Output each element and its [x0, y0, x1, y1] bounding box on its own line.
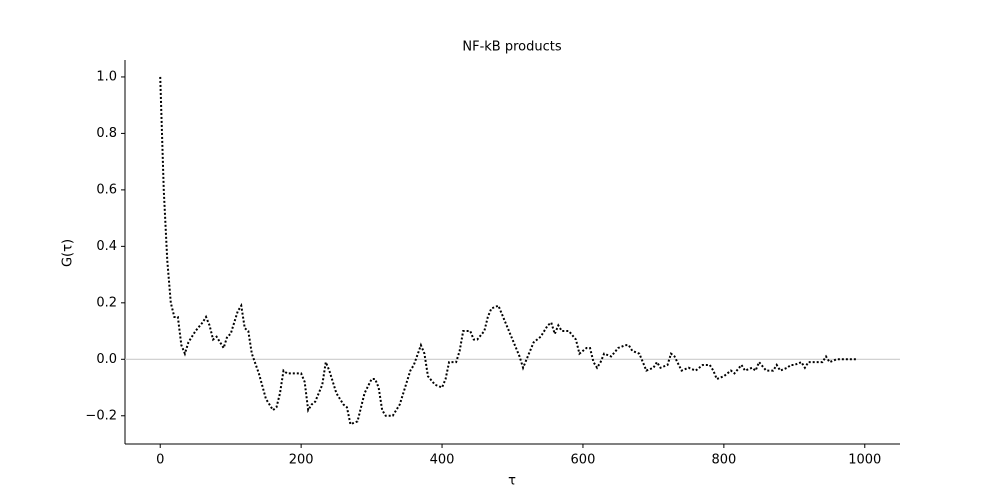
- chart-title: NF-kB products: [462, 40, 561, 55]
- y-tick-label: 0.6: [96, 182, 117, 197]
- y-tick-label: −0.2: [85, 408, 117, 423]
- y-tick-label: 0.2: [96, 295, 117, 310]
- x-tick-label: 400: [430, 453, 455, 468]
- data-line: [159, 76, 858, 426]
- x-tick-label: 800: [711, 453, 736, 468]
- x-tick-label: 0: [156, 453, 164, 468]
- y-tick-label: 0.8: [96, 126, 117, 141]
- x-axis-label: τ: [508, 474, 516, 489]
- x-tick-label: 600: [571, 453, 596, 468]
- y-tick-label: 0.4: [96, 239, 117, 254]
- x-tick-label: 200: [289, 453, 314, 468]
- y-tick-label: 0.0: [96, 352, 117, 367]
- x-tick-label: 1000: [848, 453, 881, 468]
- y-tick-label: 1.0: [96, 69, 117, 84]
- y-axis-label: G(τ): [61, 239, 76, 267]
